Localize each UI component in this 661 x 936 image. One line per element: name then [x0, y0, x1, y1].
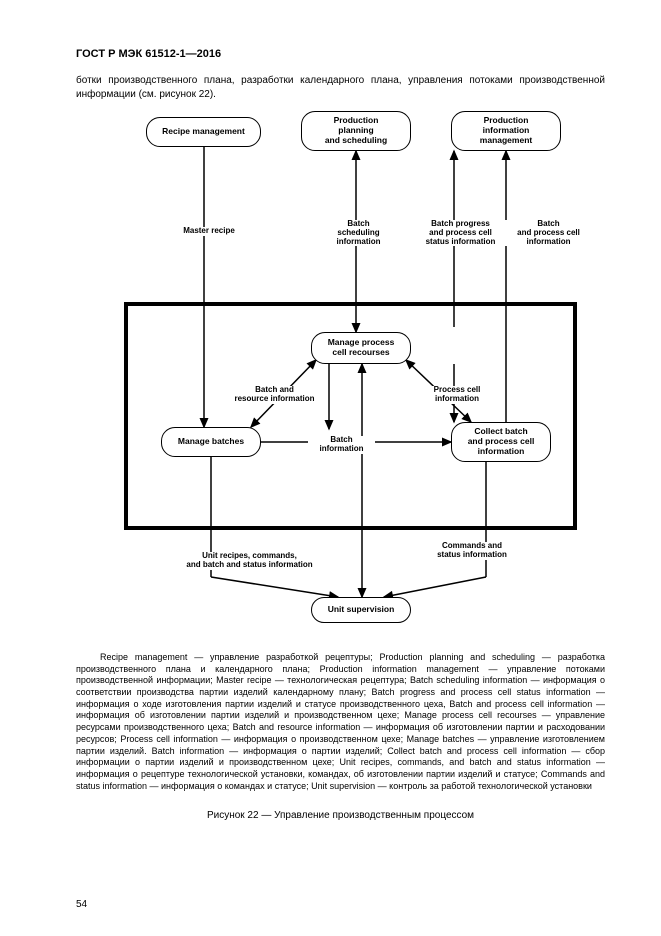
process-diagram: Recipe management Production planning and… — [86, 107, 586, 632]
node-prod-plan: Production planning and scheduling — [301, 111, 411, 151]
edge-label-3: Batch and process cell information — [505, 220, 592, 246]
page-number: 54 — [76, 899, 87, 910]
node-prod-info: Production information management — [451, 111, 561, 151]
node-mgr-batches: Manage batches — [161, 427, 261, 457]
edge-label-5: Process cell information — [421, 386, 493, 404]
legend-paragraph: Recipe management — управление разработк… — [76, 652, 605, 792]
intro-paragraph: ботки производственного плана, разработк… — [76, 74, 605, 101]
edge-label-4: Batch and resource information — [226, 386, 323, 404]
page: ГОСТ Р МЭК 61512-1—2016 ботки производст… — [0, 0, 661, 936]
figure-caption: Рисунок 22 — Управление производственным… — [76, 810, 605, 821]
edge-label-7: Unit recipes, commands, and batch and st… — [171, 552, 328, 570]
node-collect: Collect batch and process cell informati… — [451, 422, 551, 462]
node-unit-sup: Unit supervision — [311, 597, 411, 623]
edge-label-6: Batch information — [308, 436, 375, 454]
node-recipe-mgmt: Recipe management — [146, 117, 261, 147]
edge-label-0: Master recipe — [173, 227, 245, 236]
edge-label-1: Batch scheduling information — [320, 220, 397, 246]
edge-label-8: Commands and status information — [421, 542, 523, 560]
edge-label-2: Batch progress and process cell status i… — [412, 220, 509, 246]
node-mgr-cell: Manage process cell recourses — [311, 332, 411, 364]
doc-header: ГОСТ Р МЭК 61512-1—2016 — [76, 48, 605, 60]
